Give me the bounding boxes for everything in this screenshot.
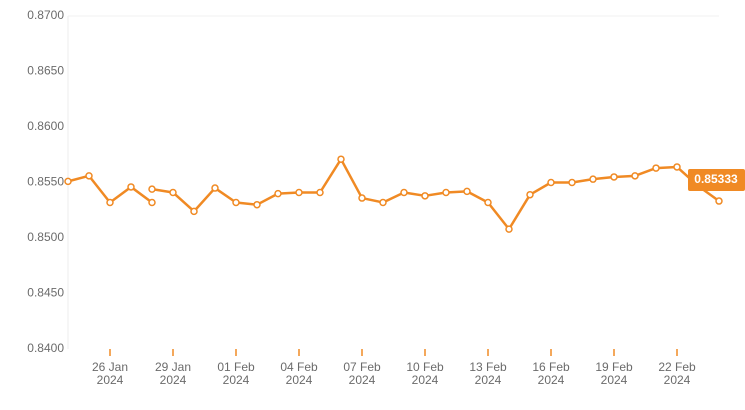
x-tick-label: 01 Feb 2024 <box>217 360 255 387</box>
value-label-bg <box>688 169 745 191</box>
point <box>589 175 597 183</box>
point <box>463 187 471 196</box>
y-tick-label: 0.8700 <box>27 8 64 22</box>
point <box>253 200 261 209</box>
point <box>190 207 198 216</box>
point <box>148 185 156 193</box>
y-tick-label: 0.8600 <box>27 119 64 133</box>
point <box>148 198 156 207</box>
point <box>64 177 72 186</box>
point <box>337 155 345 163</box>
x-tick-label: 16 Feb 2024 <box>532 360 570 387</box>
point <box>106 198 114 207</box>
x-tick-label: 13 Feb 2024 <box>469 360 507 387</box>
point <box>505 225 513 233</box>
x-tick-label: 10 Feb 2024 <box>406 360 444 387</box>
point <box>127 183 135 191</box>
point <box>715 197 723 205</box>
point <box>232 198 240 207</box>
y-tick-label: 0.8550 <box>27 175 64 189</box>
point <box>316 188 324 197</box>
line <box>67 157 720 231</box>
point <box>169 188 177 197</box>
point <box>85 172 93 180</box>
x-tick-label: 07 Feb 2024 <box>343 360 381 387</box>
value-label: 0.85333 <box>694 172 738 186</box>
point <box>652 164 660 172</box>
y-tick-label: 0.8450 <box>27 286 64 300</box>
point <box>400 188 408 197</box>
point <box>421 192 429 200</box>
point <box>568 178 576 187</box>
point <box>379 198 387 207</box>
point <box>526 190 534 199</box>
point <box>358 194 366 202</box>
point <box>610 173 618 181</box>
x-tick-label: 04 Feb 2024 <box>280 360 318 387</box>
x-tick-label: 22 Feb 2024 <box>658 360 696 387</box>
point <box>547 178 555 187</box>
point <box>484 198 492 207</box>
point <box>211 184 219 192</box>
point <box>442 188 450 197</box>
x-tick-label: 26 Jan 2024 <box>91 360 129 387</box>
point <box>274 189 282 198</box>
point <box>295 188 303 197</box>
x-tick-label: 19 Feb 2024 <box>595 360 633 387</box>
x-tick-label: 29 Jan 2024 <box>154 360 192 387</box>
y-tick-label: 0.8500 <box>27 230 64 244</box>
y-tick-label: 0.8650 <box>27 64 64 78</box>
point <box>673 163 681 171</box>
y-tick-label: 0.8400 <box>27 341 64 355</box>
point <box>631 172 639 180</box>
